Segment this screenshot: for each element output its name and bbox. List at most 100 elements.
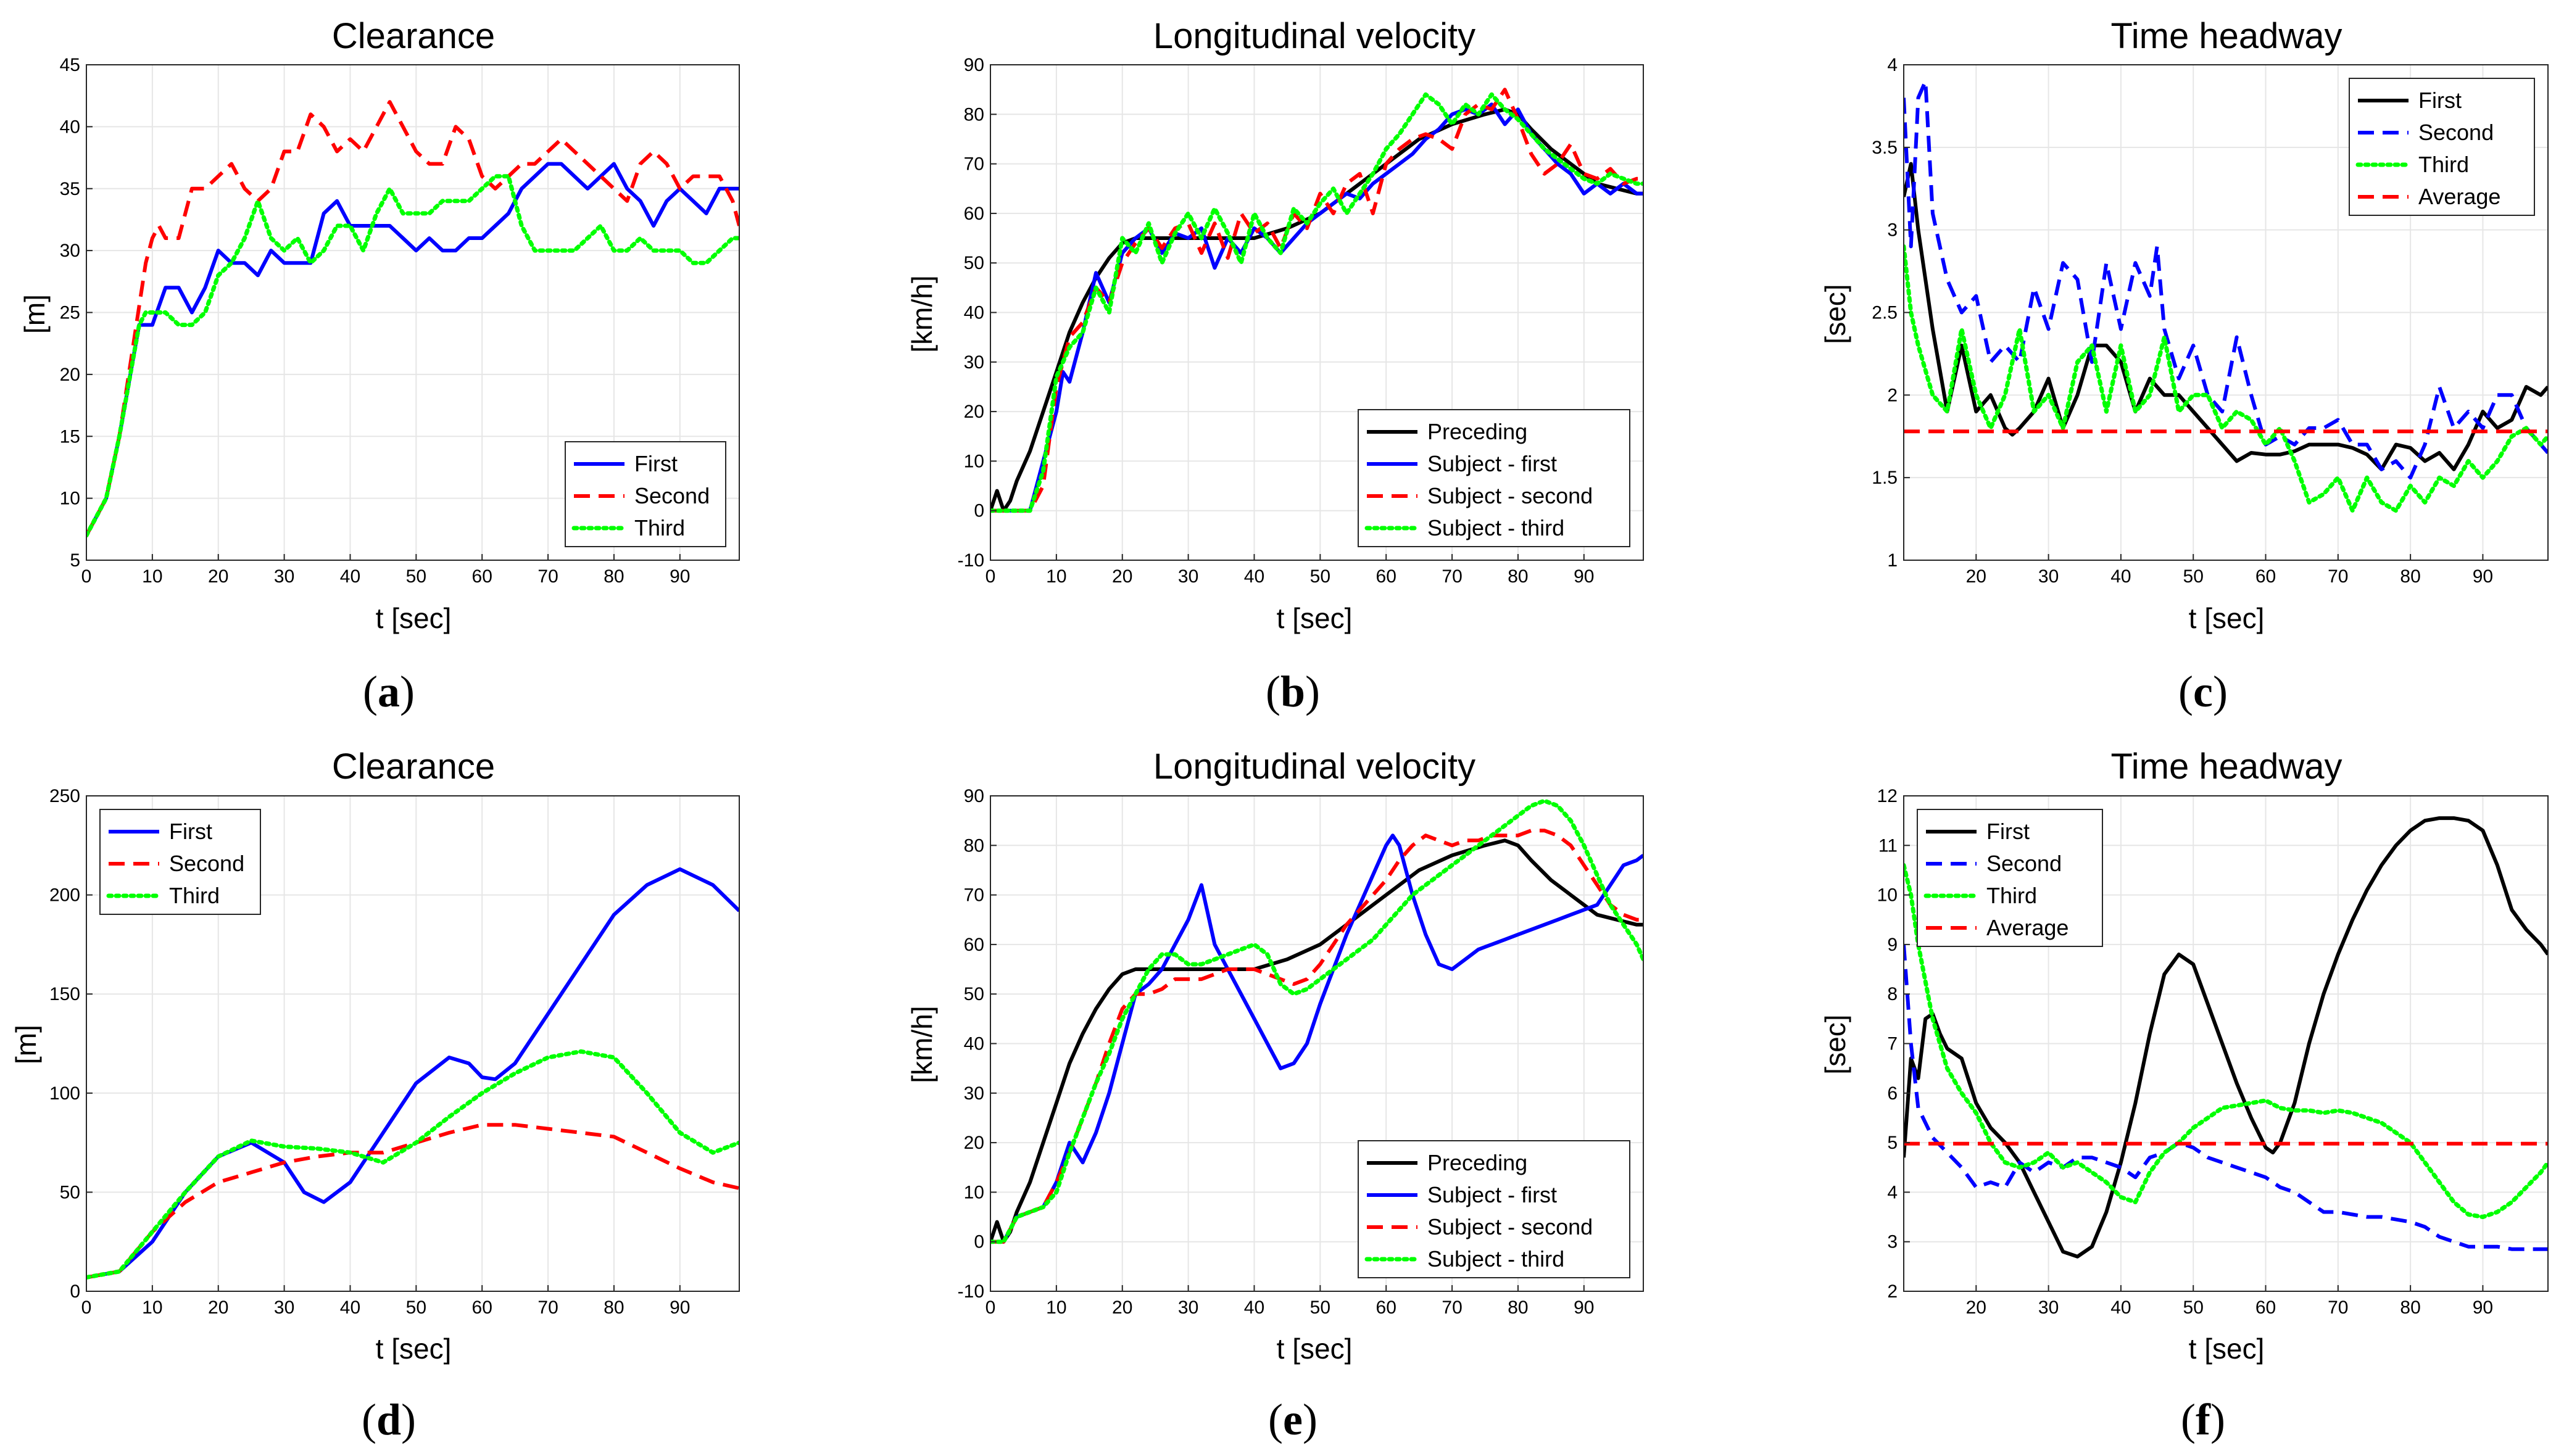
x-tick-label: 70 [2328, 566, 2348, 587]
series-line-second [1904, 944, 2548, 1251]
series-line-subject-third [990, 92, 1643, 513]
legend: First Second Third Average [1917, 809, 2103, 947]
panel-a-letter: (a) [363, 667, 415, 716]
x-tick-label: 20 [1112, 1297, 1132, 1318]
panel-d-letter: (d) [362, 1395, 416, 1444]
legend-label: First [1986, 819, 2030, 844]
y-tick-label: 90 [964, 786, 984, 806]
y-tick-label: 20 [964, 1133, 984, 1153]
plot-f: 20 30 40 50 60 70 80 90 2 3 4 5 6 7 8 9 10 11 12 First Secon… [1877, 786, 2549, 1318]
x-tick-label: 70 [537, 1297, 558, 1318]
x-tick-label: 10 [142, 566, 162, 587]
panel-b-title: Longitudinal velocity [1153, 16, 1475, 56]
y-tick-label: 80 [964, 104, 984, 125]
x-tick-label: 80 [604, 1297, 624, 1318]
series-line-third [1904, 244, 2548, 513]
y-tick-label: 90 [964, 55, 984, 75]
panel-b-xlabel: t [sec] [1277, 602, 1353, 634]
legend-label: Average [1986, 915, 2068, 940]
x-tick-label: 60 [2255, 1297, 2276, 1318]
x-tick-label: 20 [1966, 566, 1986, 587]
panel-c-title: Time headway [2110, 16, 2342, 56]
panel-e-title: Longitudinal velocity [1153, 747, 1475, 787]
y-tick-label: 6 [1887, 1083, 1898, 1104]
x-tick-label: 20 [1966, 1297, 1986, 1318]
panel-c-letter: (c) [2178, 667, 2228, 716]
panel-b-letter: (b) [1266, 667, 1320, 716]
series-line-subject-third [990, 798, 1643, 1244]
panel-a: Clearance t [sec] [m] (a) [19, 16, 495, 716]
y-tick-label: 10 [60, 489, 80, 509]
legend-label: Subject - first [1427, 451, 1557, 476]
plot-b: 0 10 20 30 40 50 60 70 80 90-10010203040506070809… [958, 55, 1644, 587]
x-tick-label: 30 [1178, 1297, 1198, 1318]
legend-label: Preceding [1427, 419, 1527, 444]
legend-box [2349, 78, 2535, 216]
x-tick-label: 30 [274, 1297, 294, 1318]
panel-d-xlabel: t [sec] [376, 1333, 452, 1365]
x-tick-label: 30 [2038, 566, 2059, 587]
panel-e-letter: (e) [1268, 1395, 1317, 1444]
y-tick-label: 70 [964, 154, 984, 175]
y-tick-label: 12 [1877, 786, 1898, 806]
y-tick-label: 9 [1887, 935, 1898, 955]
x-tick-label: 30 [274, 566, 294, 587]
y-tick-label: 1 [1887, 550, 1898, 571]
y-tick-label: 2 [1887, 385, 1898, 405]
x-tick-label: 0 [81, 566, 92, 587]
panel-c-xlabel: t [sec] [2189, 602, 2265, 634]
panel-a-title: Clearance [332, 16, 495, 56]
y-tick-label: 4 [1887, 55, 1898, 75]
y-tick-label: 30 [964, 352, 984, 373]
panel-f-letter: (f) [2181, 1395, 2225, 1444]
y-tick-label: 11 [1878, 835, 1898, 856]
x-tick-label: 90 [670, 566, 690, 587]
legend-label: Third [1986, 883, 2037, 908]
x-tick-label: 80 [1508, 1297, 1528, 1318]
legend: First Second Third [99, 809, 261, 915]
legend-label: Average [2418, 184, 2500, 209]
x-tick-label: 40 [1244, 1297, 1264, 1318]
x-tick-label: 10 [1046, 566, 1066, 587]
legend: Preceding Subject - first Subject - second… [1358, 409, 1630, 547]
x-tick-label: 90 [670, 1297, 690, 1318]
x-tick-label: 50 [2183, 566, 2204, 587]
panel-f-ylabel: [sec] [1819, 1014, 1851, 1074]
x-tick-label: 50 [1310, 566, 1330, 587]
legend-label: Subject - third [1427, 1246, 1564, 1272]
y-tick-label: 8 [1887, 984, 1898, 1004]
x-tick-label: 10 [1046, 1297, 1066, 1318]
y-tick-label: 10 [964, 451, 984, 471]
x-tick-label: 70 [1442, 566, 1462, 587]
legend-label: Third [169, 883, 220, 908]
y-tick-label: 200 [49, 885, 80, 906]
legend: Preceding Subject - first Subject - second… [1358, 1140, 1630, 1278]
panel-e: Longitudinal velocity t [sec] [km/h] (e) [906, 747, 1475, 1444]
panel-e-xlabel: t [sec] [1277, 1333, 1353, 1365]
series-line-first [1904, 816, 2548, 1259]
y-tick-label: 80 [964, 835, 984, 856]
legend-label: First [169, 819, 212, 844]
y-tick-label: 40 [964, 303, 984, 323]
axes-frame [86, 795, 740, 1292]
series-group [990, 798, 1643, 1244]
y-tick-label: 20 [60, 365, 80, 385]
y-tick-label: 4 [1887, 1182, 1898, 1202]
plot-e: 0 10 20 30 40 50 60 70 80 90-10010203040506070809… [958, 786, 1644, 1318]
series-group [1904, 79, 2548, 513]
panel-f-title: Time headway [2110, 747, 2342, 787]
y-tick-label: 20 [964, 402, 984, 422]
series-group [990, 88, 1643, 513]
y-tick-label: 5 [1887, 1133, 1898, 1153]
y-tick-label: 0 [974, 1232, 984, 1252]
x-tick-label: 20 [1112, 566, 1132, 587]
x-tick-label: 60 [472, 566, 492, 587]
y-tick-label: 7 [1887, 1034, 1898, 1054]
plot-d: 0 10 20 30 40 50 60 70 80 90 0 50 100 150 200 250 First S… [49, 786, 740, 1318]
legend-label: Third [634, 515, 685, 540]
panel-c: Time headway t [sec] [sec] (c) [1819, 16, 2342, 716]
x-tick-label: 70 [1442, 1297, 1462, 1318]
panel-a-xlabel: t [sec] [376, 602, 452, 634]
y-tick-label: 1.5 [1872, 468, 1898, 488]
